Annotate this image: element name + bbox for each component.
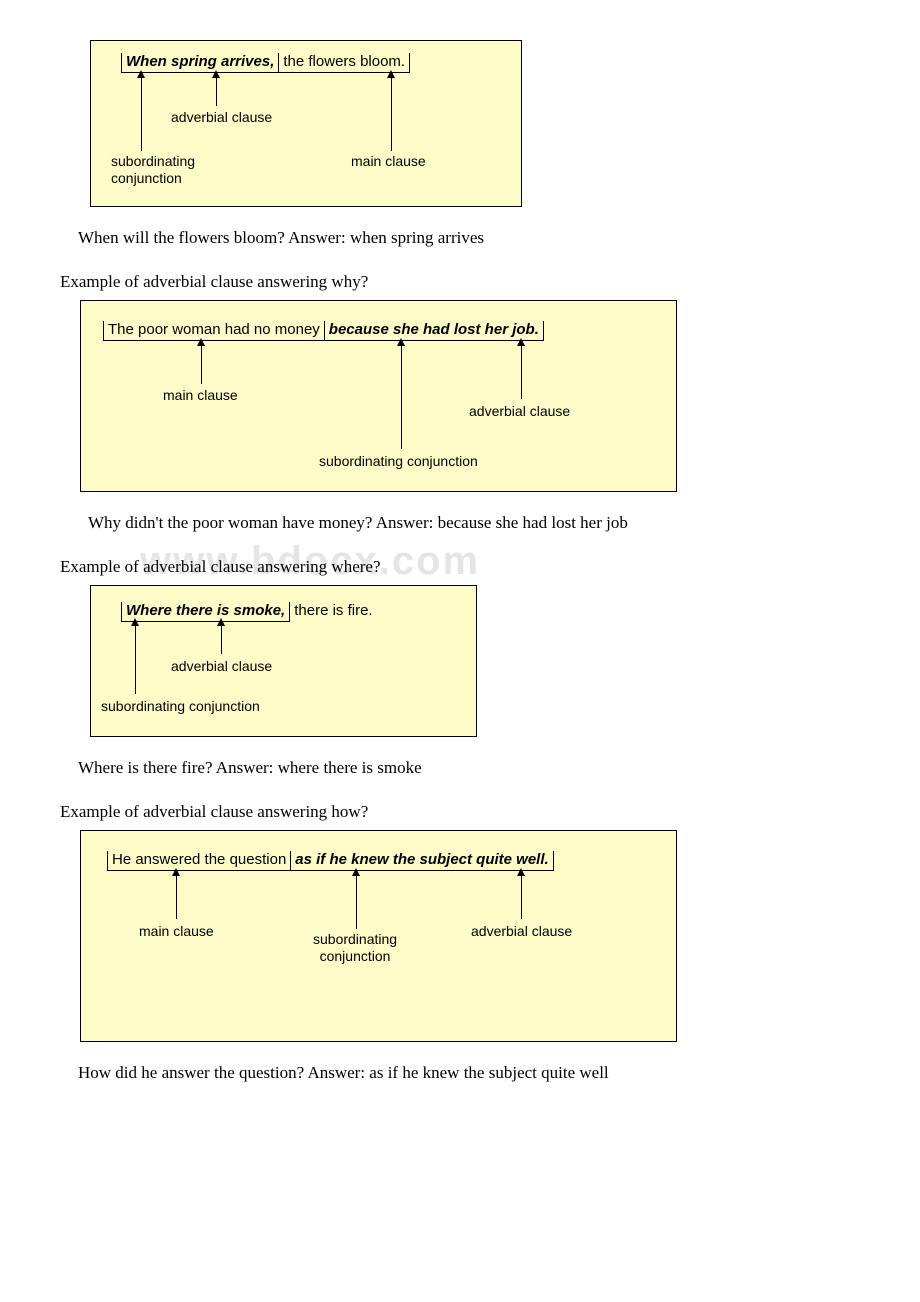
example-heading: Example of adverbial clause answering wh… xyxy=(60,554,860,580)
arrow-icon xyxy=(401,344,402,449)
adverbial-clause-box: Where there is smoke, xyxy=(121,602,290,622)
diagram-when: When spring arrives, the flowers bloom. … xyxy=(90,40,522,207)
label-adverbial-clause: adverbial clause xyxy=(171,109,272,125)
arrow-icon xyxy=(141,76,142,151)
label-adverbial-clause: adverbial clause xyxy=(471,923,572,939)
label-main-clause: main clause xyxy=(163,387,238,403)
label-main-clause: main clause xyxy=(139,923,214,939)
diagram-how: He answered the question as if he knew t… xyxy=(80,830,677,1042)
arrow-icon xyxy=(135,624,136,694)
label-adverbial-clause: adverbial clause xyxy=(469,403,570,419)
diagram-where: Where there is smoke, there is fire. adv… xyxy=(90,585,477,737)
arrow-icon xyxy=(521,344,522,399)
sentence-row: When spring arrives, the flowers bloom. xyxy=(121,53,410,73)
arrow-icon xyxy=(176,874,177,919)
label-subordinating-conjunction: subordinating conjunction xyxy=(101,698,260,714)
label-main-clause: main clause xyxy=(351,153,426,169)
arrow-icon xyxy=(356,874,357,929)
qa-line: Why didn't the poor woman have money? An… xyxy=(60,510,860,536)
arrow-icon xyxy=(391,76,392,151)
example-heading: Example of adverbial clause answering ho… xyxy=(60,799,860,825)
qa-line: How did he answer the question? Answer: … xyxy=(60,1060,860,1086)
qa-line: Where is there fire? Answer: where there… xyxy=(60,755,860,781)
clause-b-text: because she had lost her job. xyxy=(329,321,539,338)
label-subordinating-conjunction: subordinating conjunction xyxy=(313,931,397,965)
clause-a-text: He answered the question xyxy=(112,851,286,868)
main-clause-box: The poor woman had no money xyxy=(103,321,325,341)
arrow-icon xyxy=(216,76,217,106)
diagram-why: The poor woman had no money because she … xyxy=(80,300,677,492)
qa-line: When will the flowers bloom? Answer: whe… xyxy=(60,225,860,251)
clause-a-text: Where there is smoke, xyxy=(126,602,285,619)
sentence-row: The poor woman had no money because she … xyxy=(103,321,544,341)
clause-b-text: the flowers bloom. xyxy=(283,53,405,70)
adverbial-clause-box: as if he knew the subject quite well. xyxy=(291,851,553,871)
label-subordinating-conjunction: subordinating conjunction xyxy=(111,153,195,187)
clause-a-text: When spring arrives, xyxy=(126,53,274,70)
label-adverbial-clause: adverbial clause xyxy=(171,658,272,674)
adverbial-clause-box: because she had lost her job. xyxy=(325,321,544,341)
main-clause-box: He answered the question xyxy=(107,851,291,871)
arrow-icon xyxy=(521,874,522,919)
arrow-icon xyxy=(221,624,222,654)
clause-a-text: The poor woman had no money xyxy=(108,321,320,338)
arrow-icon xyxy=(201,344,202,384)
main-clause-box: there is fire. xyxy=(290,602,376,622)
clause-b-text: as if he knew the subject quite well. xyxy=(295,851,548,868)
example-heading: Example of adverbial clause answering wh… xyxy=(60,269,860,295)
clause-b-text: there is fire. xyxy=(294,602,372,619)
label-subordinating-conjunction: subordinating conjunction xyxy=(319,453,478,469)
sentence-row: Where there is smoke, there is fire. xyxy=(121,602,377,622)
